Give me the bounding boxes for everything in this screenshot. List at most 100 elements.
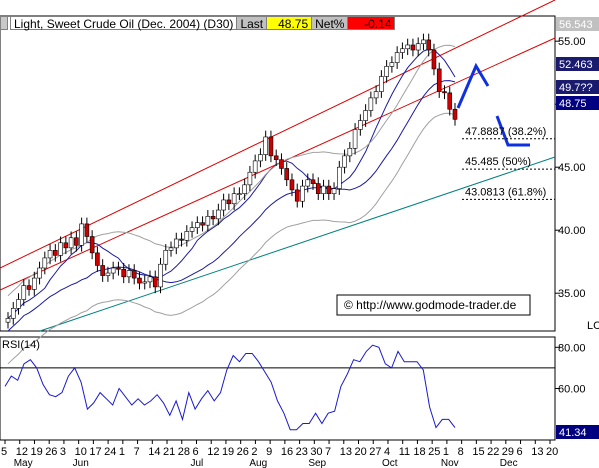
last-value: 48.75 — [267, 16, 313, 31]
date-tick-label: 5 — [1, 446, 7, 458]
chart-title: Light, Sweet Crude Oil (Dec. 2004) (D30) — [10, 16, 238, 31]
rsi-tick-label: 80.00 — [558, 342, 586, 354]
candle-body — [79, 223, 84, 246]
candle-body — [268, 136, 274, 157]
candle-body — [37, 267, 42, 279]
candle-body — [142, 281, 148, 284]
candle-body — [121, 268, 126, 278]
price-tag — [556, 17, 599, 31]
date-tick-label: 3 — [60, 446, 66, 458]
projection-down — [495, 115, 530, 147]
candle-body — [305, 179, 311, 187]
rsi-value-label: 41.34 — [559, 427, 587, 439]
candle-body — [300, 185, 305, 202]
date-tick-label: 4 — [384, 446, 390, 458]
date-tick-label: 6 — [192, 446, 198, 458]
lower-support-line — [39, 156, 556, 332]
fibonacci-levels: 47.8887 (38.2%) 45.485 (50%) 43.0813 (61.8… — [462, 126, 555, 200]
price-panel — [0, 15, 556, 332]
rsi-line — [4, 344, 456, 431]
watermark-box — [336, 294, 531, 316]
date-tick-label: 23 — [296, 446, 308, 458]
date-tick-label: 24 — [104, 446, 116, 458]
candle-body — [168, 247, 174, 251]
bollinger-lower — [7, 112, 456, 365]
candle-body — [184, 231, 190, 241]
price-tag — [556, 80, 599, 94]
candle-body — [337, 166, 342, 189]
price-tag — [556, 57, 599, 71]
price-tag-label: 48.75 — [559, 98, 587, 110]
price-tag-label: 52.463 — [559, 59, 593, 71]
candle-body — [389, 62, 395, 67]
candle-body — [326, 185, 332, 194]
month-label: Jun — [73, 458, 89, 468]
candle-body — [137, 277, 142, 284]
candle-body — [10, 308, 16, 319]
candle-body — [415, 43, 421, 51]
last-label: Last — [237, 16, 268, 31]
date-tick-label: 7 — [325, 446, 331, 458]
candle-body — [74, 237, 79, 246]
date-tick-label: 29 — [502, 446, 514, 458]
candle-body — [105, 272, 111, 276]
date-tick-label: 27 — [369, 446, 381, 458]
candle-body — [447, 92, 453, 110]
candle-body — [321, 185, 326, 194]
candle-body — [216, 209, 221, 220]
net-label: Net% — [312, 16, 349, 31]
price-tag — [556, 96, 599, 110]
candle-body — [158, 263, 163, 288]
chart-header: Light, Sweet Crude Oil (Dec. 2004) (D30)… — [0, 16, 396, 31]
rsi-series: 80.00 60.00 41.34 — [0, 342, 599, 439]
candle-body — [384, 66, 389, 77]
candle-body — [63, 242, 69, 249]
date-tick-label: 18 — [413, 446, 425, 458]
rsi-label: RSI(14) — [2, 339, 40, 351]
date-tick-label: 19 — [222, 446, 234, 458]
candle-body — [431, 49, 437, 70]
net-value: -0.14 — [348, 16, 396, 31]
month-label: May — [14, 458, 33, 468]
candle-body — [363, 110, 368, 121]
candle-body — [310, 179, 316, 184]
date-tick-label: 9 — [266, 446, 272, 458]
month-label: Aug — [249, 458, 267, 468]
watermark-text[interactable]: © http://www.godmode-trader.de — [344, 298, 517, 312]
candle-body — [373, 91, 379, 99]
price-tick-label: 45.00 — [558, 162, 586, 174]
date-tick-label: 26 — [237, 446, 249, 458]
candle-body — [331, 188, 337, 194]
candle-body — [58, 242, 63, 256]
candle-body — [252, 160, 258, 173]
date-tick-label: 13 — [531, 446, 543, 458]
projection-up — [456, 62, 490, 109]
moving-average-long — [7, 80, 456, 332]
candle-body — [26, 285, 32, 290]
candle-body — [21, 285, 27, 300]
month-label: Dec — [500, 458, 518, 468]
date-tick-label: 13 — [340, 446, 352, 458]
candle-body — [89, 236, 95, 254]
candle-body — [95, 252, 100, 266]
candle-body — [342, 155, 347, 168]
date-tick-label: 20 — [355, 446, 367, 458]
date-tick-label: 7 — [134, 446, 140, 458]
date-tick-label: 19 — [30, 446, 42, 458]
candle-body — [189, 227, 195, 232]
candle-body — [247, 171, 253, 186]
date-tick-label: 2 — [251, 446, 257, 458]
candle-body — [205, 216, 211, 226]
series-color-swatch — [0, 16, 8, 30]
month-label: Oct — [382, 458, 398, 468]
candle-body — [84, 223, 90, 237]
fib-label: 47.8887 (38.2%) — [465, 126, 546, 138]
date-tick-label: 8 — [458, 446, 464, 458]
date-tick-label: 22 — [487, 446, 499, 458]
candle-body — [16, 299, 21, 309]
candle-body — [47, 250, 53, 259]
candle-body — [131, 270, 137, 279]
candle-body — [68, 237, 74, 249]
upper-trend-line — [0, 0, 556, 269]
